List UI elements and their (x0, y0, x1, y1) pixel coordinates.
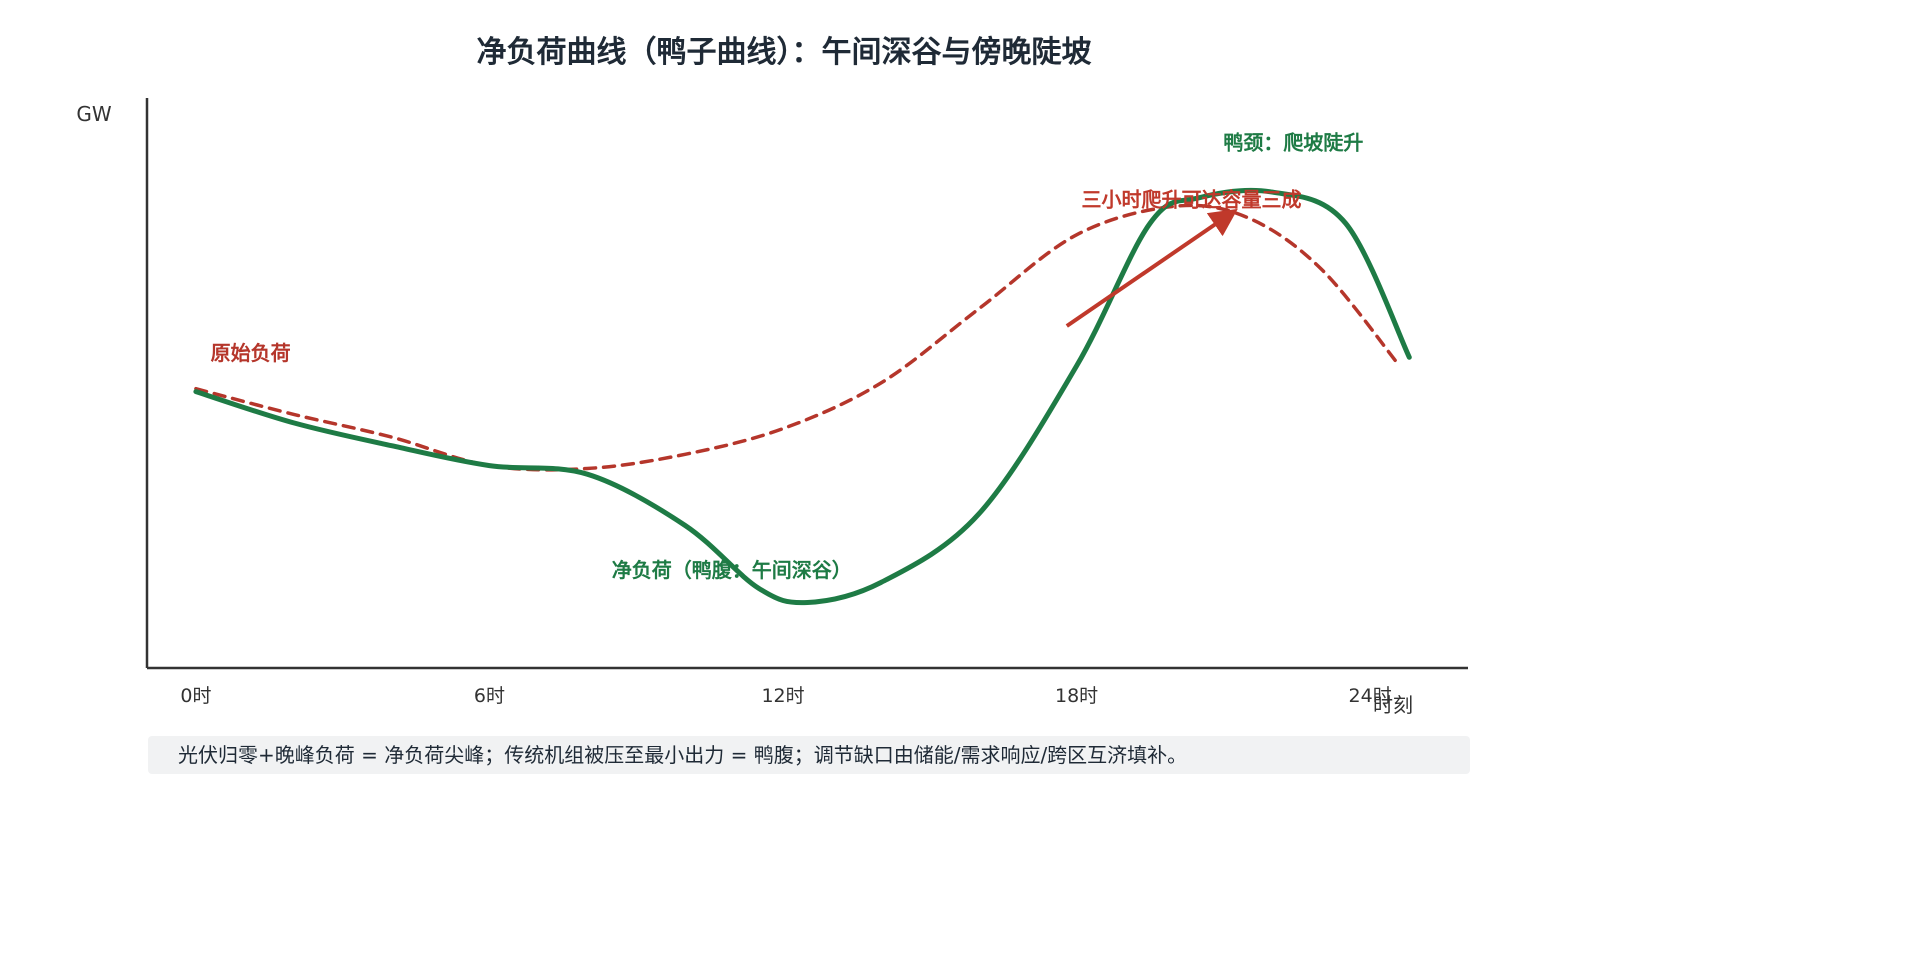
net-load-line (193, 187, 1412, 606)
x-tick-label: 0时 (180, 685, 211, 707)
ramp-note-label: 三小时爬升可达容量三成 (1081, 187, 1301, 211)
series-layer (193, 187, 1412, 606)
chart-title: 净负荷曲线（鸭子曲线）：午间深谷与傍晚陡坡 (477, 35, 1092, 70)
original-load-line (194, 203, 1402, 472)
x-tick-label: 6时 (474, 685, 505, 707)
net-load-label: 净负荷（鸭腹：午间深谷） (612, 558, 852, 582)
x-tick-label: 18时 (1055, 685, 1098, 707)
x-axis-label: 时刻 (1373, 693, 1413, 717)
y-axis-label: GW (76, 102, 111, 126)
footnote: 光伏归零+晚峰负荷 = 净负荷尖峰；传统机组被压至最小出力 = 鸭腹；调节缺口由… (148, 736, 1470, 774)
duck-neck-label: 鸭颈：爬坡陡升 (1223, 130, 1363, 154)
x-tick-label: 12时 (761, 685, 804, 707)
ramp-arrow (1065, 208, 1238, 328)
chart-container: 净负荷曲线（鸭子曲线）：午间深谷与傍晚陡坡 GW 时刻 0时 6时 12时 18时 24时 … (76, 35, 1470, 774)
x-tick-label: 24时 (1349, 685, 1392, 707)
axes: GW 时刻 0时 6时 12时 18时 24时 (76, 98, 1468, 717)
original-load-label: 原始负荷 (211, 341, 291, 365)
